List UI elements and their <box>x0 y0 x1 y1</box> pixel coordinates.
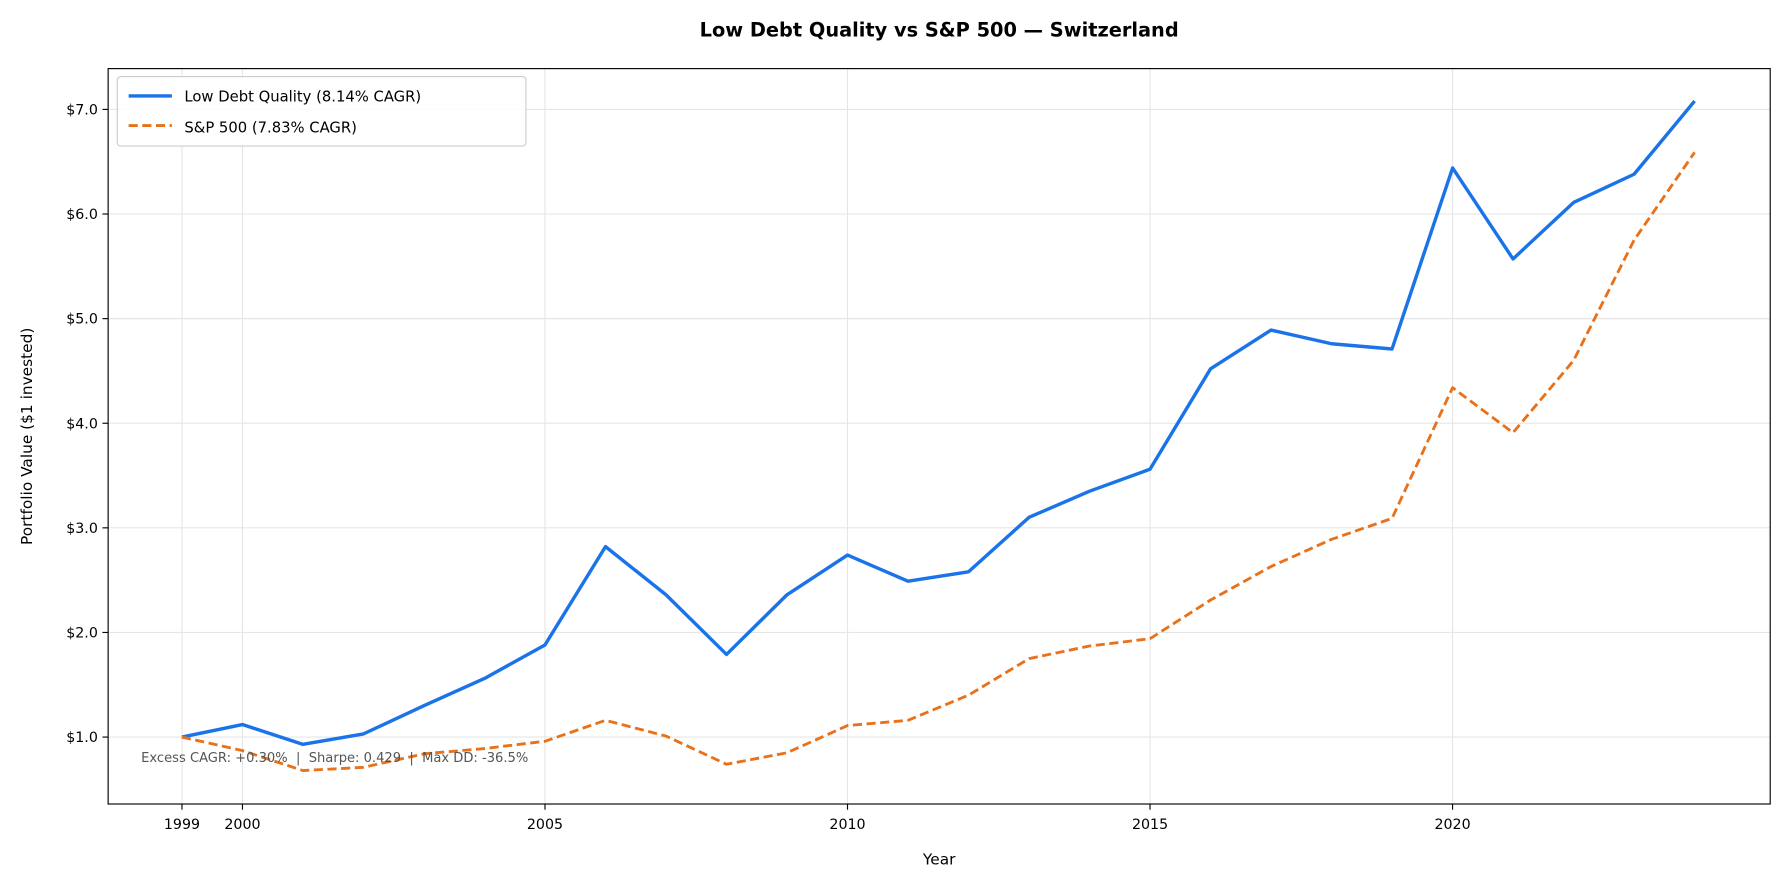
chart-title: Low Debt Quality vs S&P 500 — Switzerlan… <box>700 19 1179 42</box>
plot-frame <box>107 68 1771 805</box>
y-tick-label: $6.0 <box>66 207 98 223</box>
sp500-line <box>181 151 1696 772</box>
grid <box>108 68 1771 805</box>
x-tick-label: 2000 <box>224 817 260 833</box>
y-tick-label: $5.0 <box>66 312 98 328</box>
y-tick-label: $4.0 <box>66 416 98 432</box>
x-axis-label: Year <box>922 850 956 868</box>
stats-annotation: Excess CAGR: +0.30% | Sharpe: 0.429 | Ma… <box>141 751 528 766</box>
legend-label-sp500: S&P 500 (7.83% CAGR) <box>184 119 357 136</box>
y-axis-label: Portfolio Value ($1 invested) <box>18 328 36 545</box>
x-tick-label: 2015 <box>1132 817 1168 833</box>
low-debt-quality-line <box>181 99 1696 747</box>
y-tick-label: $3.0 <box>66 521 98 537</box>
y-tick-label: $1.0 <box>66 730 98 746</box>
legend-box <box>116 76 527 147</box>
x-tick-label: 2005 <box>527 817 563 833</box>
ticks: 1999 2000 2005 2010 2015 2020 $1.0 $2.0 $3.0 $4.0… <box>66 103 1470 834</box>
series-lines <box>181 99 1696 772</box>
x-tick-label: 1999 <box>164 817 200 833</box>
legend: Low Debt Quality (8.14% CAGR) S&P 500 (7… <box>116 76 527 147</box>
x-tick-label: 2010 <box>829 817 865 833</box>
legend-label-low-debt: Low Debt Quality (8.14% CAGR) <box>184 89 421 106</box>
x-tick-label: 2020 <box>1434 817 1470 833</box>
y-tick-label: $2.0 <box>66 626 98 642</box>
y-tick-label: $7.0 <box>66 103 98 119</box>
